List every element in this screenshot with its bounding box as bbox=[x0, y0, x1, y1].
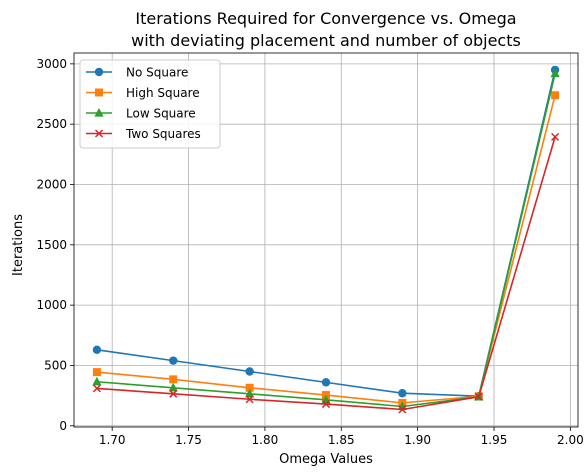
data-point bbox=[92, 384, 101, 393]
plot-frame bbox=[73, 52, 579, 428]
data-point bbox=[321, 400, 331, 409]
data-point bbox=[551, 91, 560, 100]
data-point bbox=[245, 388, 255, 398]
data-point bbox=[168, 382, 178, 392]
data-point bbox=[92, 345, 102, 354]
data-point bbox=[169, 356, 178, 365]
marker-stroke bbox=[474, 392, 483, 401]
data-point bbox=[398, 405, 407, 414]
legend-label: High Square bbox=[126, 86, 200, 100]
y-tick-label: 2000 bbox=[36, 178, 67, 192]
x-tick-label: 1.70 bbox=[99, 433, 126, 447]
legend-label: Low Square bbox=[126, 107, 196, 121]
legend-marker bbox=[94, 67, 104, 77]
data-point bbox=[321, 378, 331, 387]
marker-stroke bbox=[321, 400, 331, 409]
data-point bbox=[551, 132, 560, 141]
marker-stroke bbox=[169, 389, 178, 398]
legend-entry-high-square: High Square bbox=[86, 86, 200, 100]
data-point bbox=[474, 392, 483, 401]
marker-stroke bbox=[245, 395, 254, 404]
marker-stroke bbox=[94, 129, 104, 138]
y-tick-label: 500 bbox=[44, 358, 67, 372]
series-line bbox=[96, 136, 556, 411]
legend-marker bbox=[94, 129, 104, 138]
x-tick-label: 1.75 bbox=[175, 433, 202, 447]
series-two-squares bbox=[92, 132, 560, 414]
y-tick-label: 0 bbox=[59, 419, 67, 433]
x-tick-label: 1.95 bbox=[481, 433, 508, 447]
marker-stroke bbox=[92, 384, 101, 393]
legend-entry-two-squares: Two Squares bbox=[86, 127, 201, 141]
data-point bbox=[92, 376, 102, 386]
y-tick-label: 1500 bbox=[36, 238, 67, 252]
y-tick-label: 3000 bbox=[36, 57, 67, 71]
marker-stroke bbox=[398, 405, 407, 414]
marker-stroke bbox=[551, 132, 560, 141]
data-point bbox=[169, 389, 178, 398]
data-point bbox=[245, 367, 254, 376]
x-tick-label: 1.90 bbox=[404, 433, 431, 447]
x-tick-label: 1.80 bbox=[252, 433, 279, 447]
legend-label: Two Squares bbox=[125, 127, 201, 141]
grid bbox=[74, 53, 578, 427]
legend-entry-low-square: Low Square bbox=[86, 107, 196, 121]
y-tick-label: 2500 bbox=[36, 117, 67, 131]
legend-marker bbox=[94, 108, 104, 117]
y-axis-label: Iterations bbox=[11, 214, 26, 276]
chart-title-line2: with deviating placement and number of o… bbox=[131, 31, 521, 50]
chart-title-line1: Iterations Required for Convergence vs. … bbox=[135, 9, 516, 28]
x-tick-label: 1.85 bbox=[328, 433, 355, 447]
series-layer bbox=[92, 65, 560, 414]
data-point bbox=[550, 68, 560, 78]
data-point bbox=[398, 389, 407, 398]
x-axis-label: Omega Values bbox=[279, 452, 373, 467]
data-point bbox=[92, 368, 101, 377]
legend: No Square High Square Low Square Two Square… bbox=[79, 59, 221, 149]
data-point bbox=[245, 383, 254, 392]
legend-label: No Square bbox=[126, 66, 188, 80]
data-point bbox=[169, 375, 178, 384]
legend-marker bbox=[95, 88, 103, 97]
data-point bbox=[245, 395, 254, 404]
legend-box bbox=[79, 59, 221, 149]
axes: 1.70 1.75 1.80 1.85 1.90 1.95 2.00 0 500 1000 1500… bbox=[36, 52, 584, 447]
legend-entry-no-square: No Square bbox=[86, 66, 188, 80]
x-tick-label: 2.00 bbox=[557, 433, 584, 447]
y-tick-label: 1000 bbox=[36, 298, 67, 312]
